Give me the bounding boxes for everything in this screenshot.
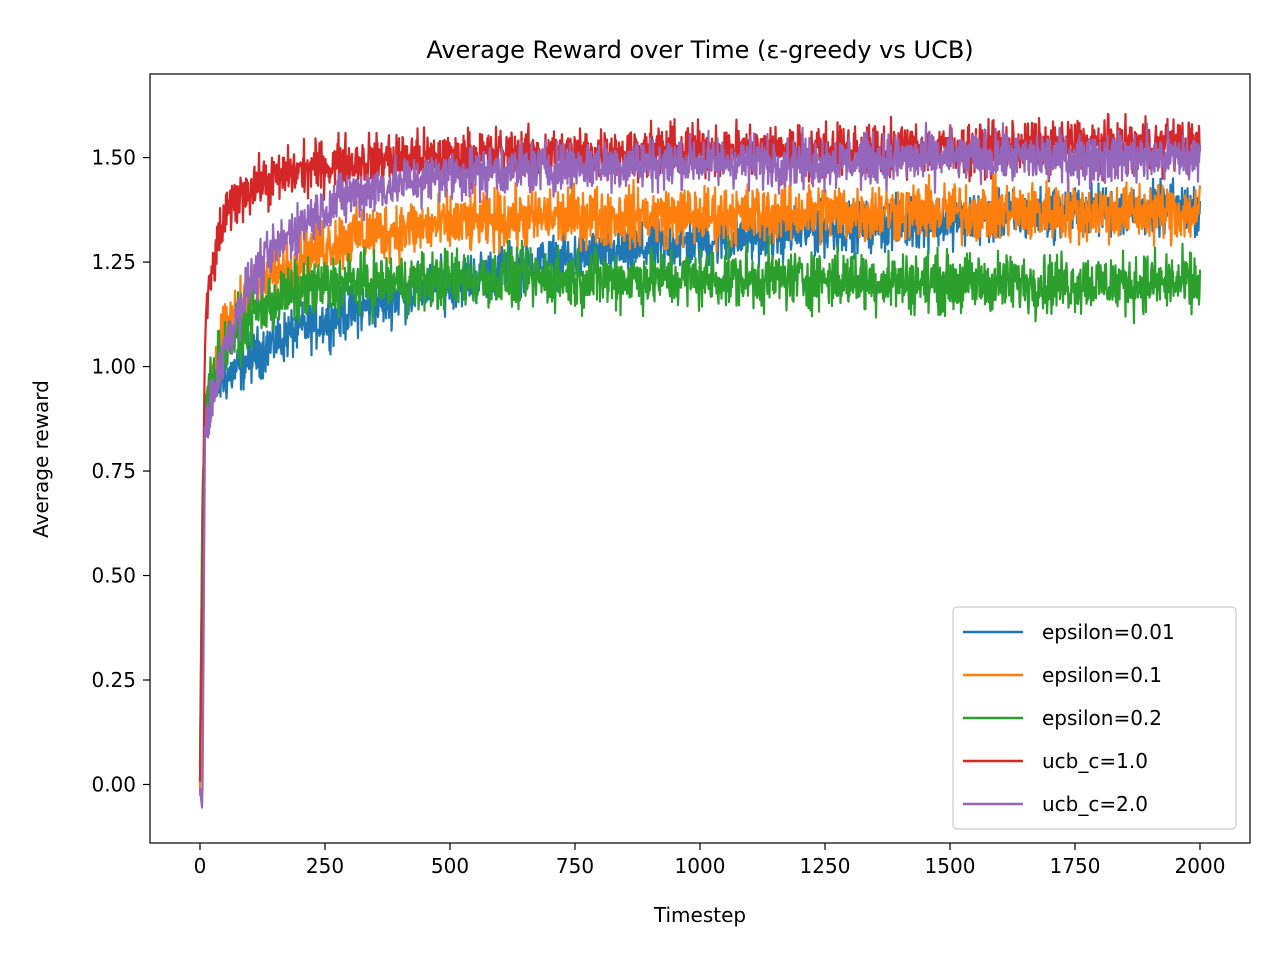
- series-line-4: [198, 121, 1202, 809]
- legend-label: ucb_c=1.0: [1042, 749, 1148, 773]
- y-tick-label: 1.25: [91, 250, 136, 274]
- x-tick-label: 2000: [1175, 854, 1226, 878]
- legend-box: [952, 606, 1237, 830]
- x-axis-label: Timestep: [653, 903, 746, 927]
- x-tick-label: 1000: [675, 854, 726, 878]
- legend-label: ucb_c=2.0: [1042, 792, 1148, 816]
- x-tick-label: 1750: [1050, 854, 1101, 878]
- legend-label: epsilon=0.2: [1042, 706, 1162, 730]
- series-line-1: [198, 172, 1202, 796]
- x-tick-label: 1250: [800, 854, 851, 878]
- x-tick-label: 250: [306, 854, 344, 878]
- chart-title: Average Reward over Time (ε-greedy vs UC…: [426, 36, 973, 64]
- series-line-2: [198, 235, 1202, 768]
- y-axis-label: Average reward: [29, 380, 53, 538]
- y-tick-label: 1.50: [91, 146, 136, 170]
- y-tick-label: 0.75: [91, 459, 136, 483]
- x-tick-label: 1500: [925, 854, 976, 878]
- x-tick-label: 750: [556, 854, 594, 878]
- legend-label: epsilon=0.1: [1042, 663, 1162, 687]
- x-tick-label: 0: [194, 854, 207, 878]
- y-tick-label: 0.50: [91, 564, 136, 588]
- y-tick-label: 0.25: [91, 668, 136, 692]
- y-tick-label: 0.00: [91, 772, 136, 796]
- legend-label: epsilon=0.01: [1042, 620, 1175, 644]
- x-tick-label: 500: [431, 854, 469, 878]
- y-tick-label: 1.00: [91, 355, 136, 379]
